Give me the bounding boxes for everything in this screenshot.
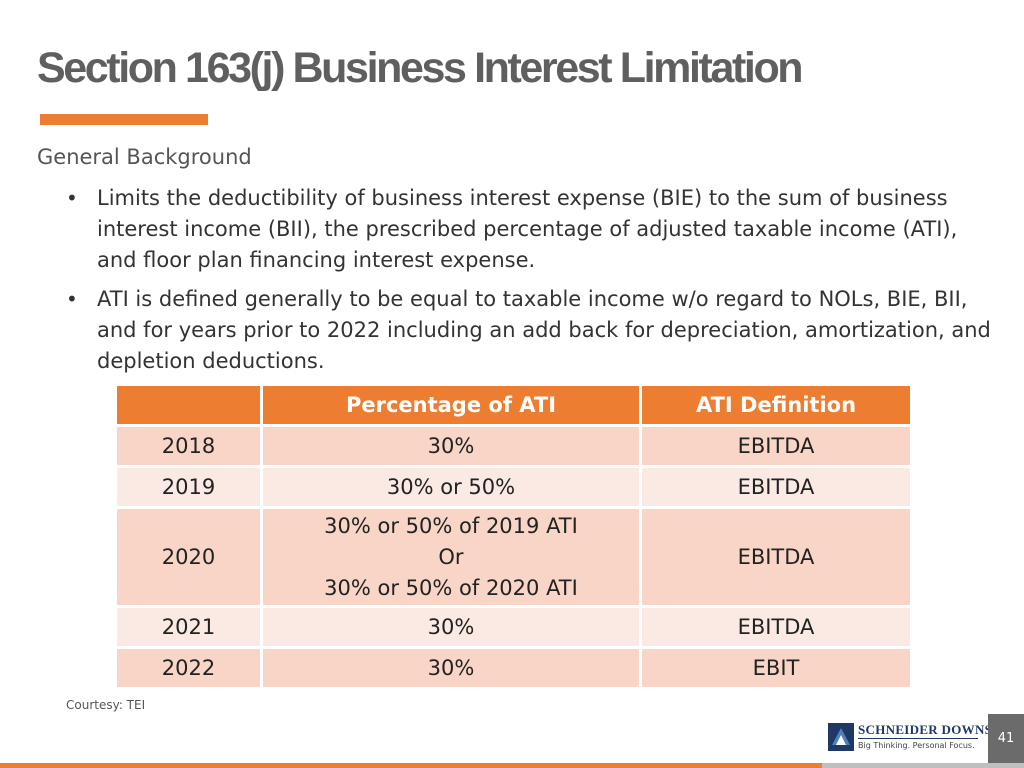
cell-year: 2022 — [114, 646, 263, 690]
header-percentage: Percentage of ATI — [260, 383, 642, 427]
header-definition: ATI Definition — [639, 383, 913, 427]
header-year — [114, 383, 263, 427]
bullet-item: • Limits the deductibility of business i… — [66, 183, 996, 276]
table-row: 2021 30% EBITDA — [114, 605, 913, 649]
cell-percentage-line: Or — [438, 544, 464, 569]
cell-definition: EBIT — [639, 646, 913, 690]
cell-percentage: 30% — [260, 424, 642, 468]
cell-percentage-line: 30% or 50% of 2020 ATI — [324, 575, 578, 600]
bullet-list: • Limits the deductibility of business i… — [66, 183, 996, 385]
cell-percentage: 30% or 50% — [260, 465, 642, 509]
company-logo: SCHNEIDER DOWNS Big Thinking. Personal F… — [828, 720, 992, 754]
cell-definition: EBITDA — [639, 465, 913, 509]
page-number-box: 41 — [988, 714, 1024, 764]
table-row: 2018 30% EBITDA — [114, 424, 913, 468]
table-row: 2022 30% EBIT — [114, 646, 913, 690]
bullet-item: • ATI is defined generally to be equal t… — [66, 284, 996, 377]
schneider-downs-logo-icon — [828, 723, 854, 751]
cell-percentage: 30% — [260, 646, 642, 690]
table-header-row: Percentage of ATI ATI Definition — [114, 383, 913, 427]
ati-table: Percentage of ATI ATI Definition 2018 30… — [114, 383, 913, 690]
page-number: 41 — [997, 731, 1015, 746]
bullet-text: ATI is defined generally to be equal to … — [97, 287, 991, 373]
title-accent-bar — [40, 114, 208, 125]
table-row: 2019 30% or 50% EBITDA — [114, 465, 913, 509]
bullet-text: Limits the deductibility of business int… — [97, 186, 958, 272]
slide-title: Section 163(j) Business Interest Limitat… — [37, 44, 804, 92]
cell-definition: EBITDA — [639, 605, 913, 649]
bullet-icon: • — [66, 186, 78, 210]
table-row: 2020 30% or 50% of 2019 ATI Or 30% or 50… — [114, 506, 913, 608]
section-subheading: General Background — [37, 145, 252, 169]
logo-divider — [858, 738, 978, 739]
cell-year: 2020 — [114, 506, 263, 608]
logo-tagline: Big Thinking. Personal Focus. — [858, 741, 975, 750]
cell-definition: EBITDA — [639, 506, 913, 608]
cell-percentage: 30% or 50% of 2019 ATI Or 30% or 50% of … — [260, 506, 642, 608]
footer-accent-bar — [0, 763, 822, 768]
logo-name: SCHNEIDER DOWNS — [858, 722, 993, 737]
footer-gray-bar — [822, 763, 1024, 768]
bullet-icon: • — [66, 287, 78, 311]
cell-year: 2019 — [114, 465, 263, 509]
cell-year: 2018 — [114, 424, 263, 468]
cell-year: 2021 — [114, 605, 263, 649]
cell-percentage: 30% — [260, 605, 642, 649]
cell-percentage-line: 30% or 50% of 2019 ATI — [324, 513, 578, 538]
courtesy-note: Courtesy: TEI — [66, 698, 146, 712]
cell-definition: EBITDA — [639, 424, 913, 468]
